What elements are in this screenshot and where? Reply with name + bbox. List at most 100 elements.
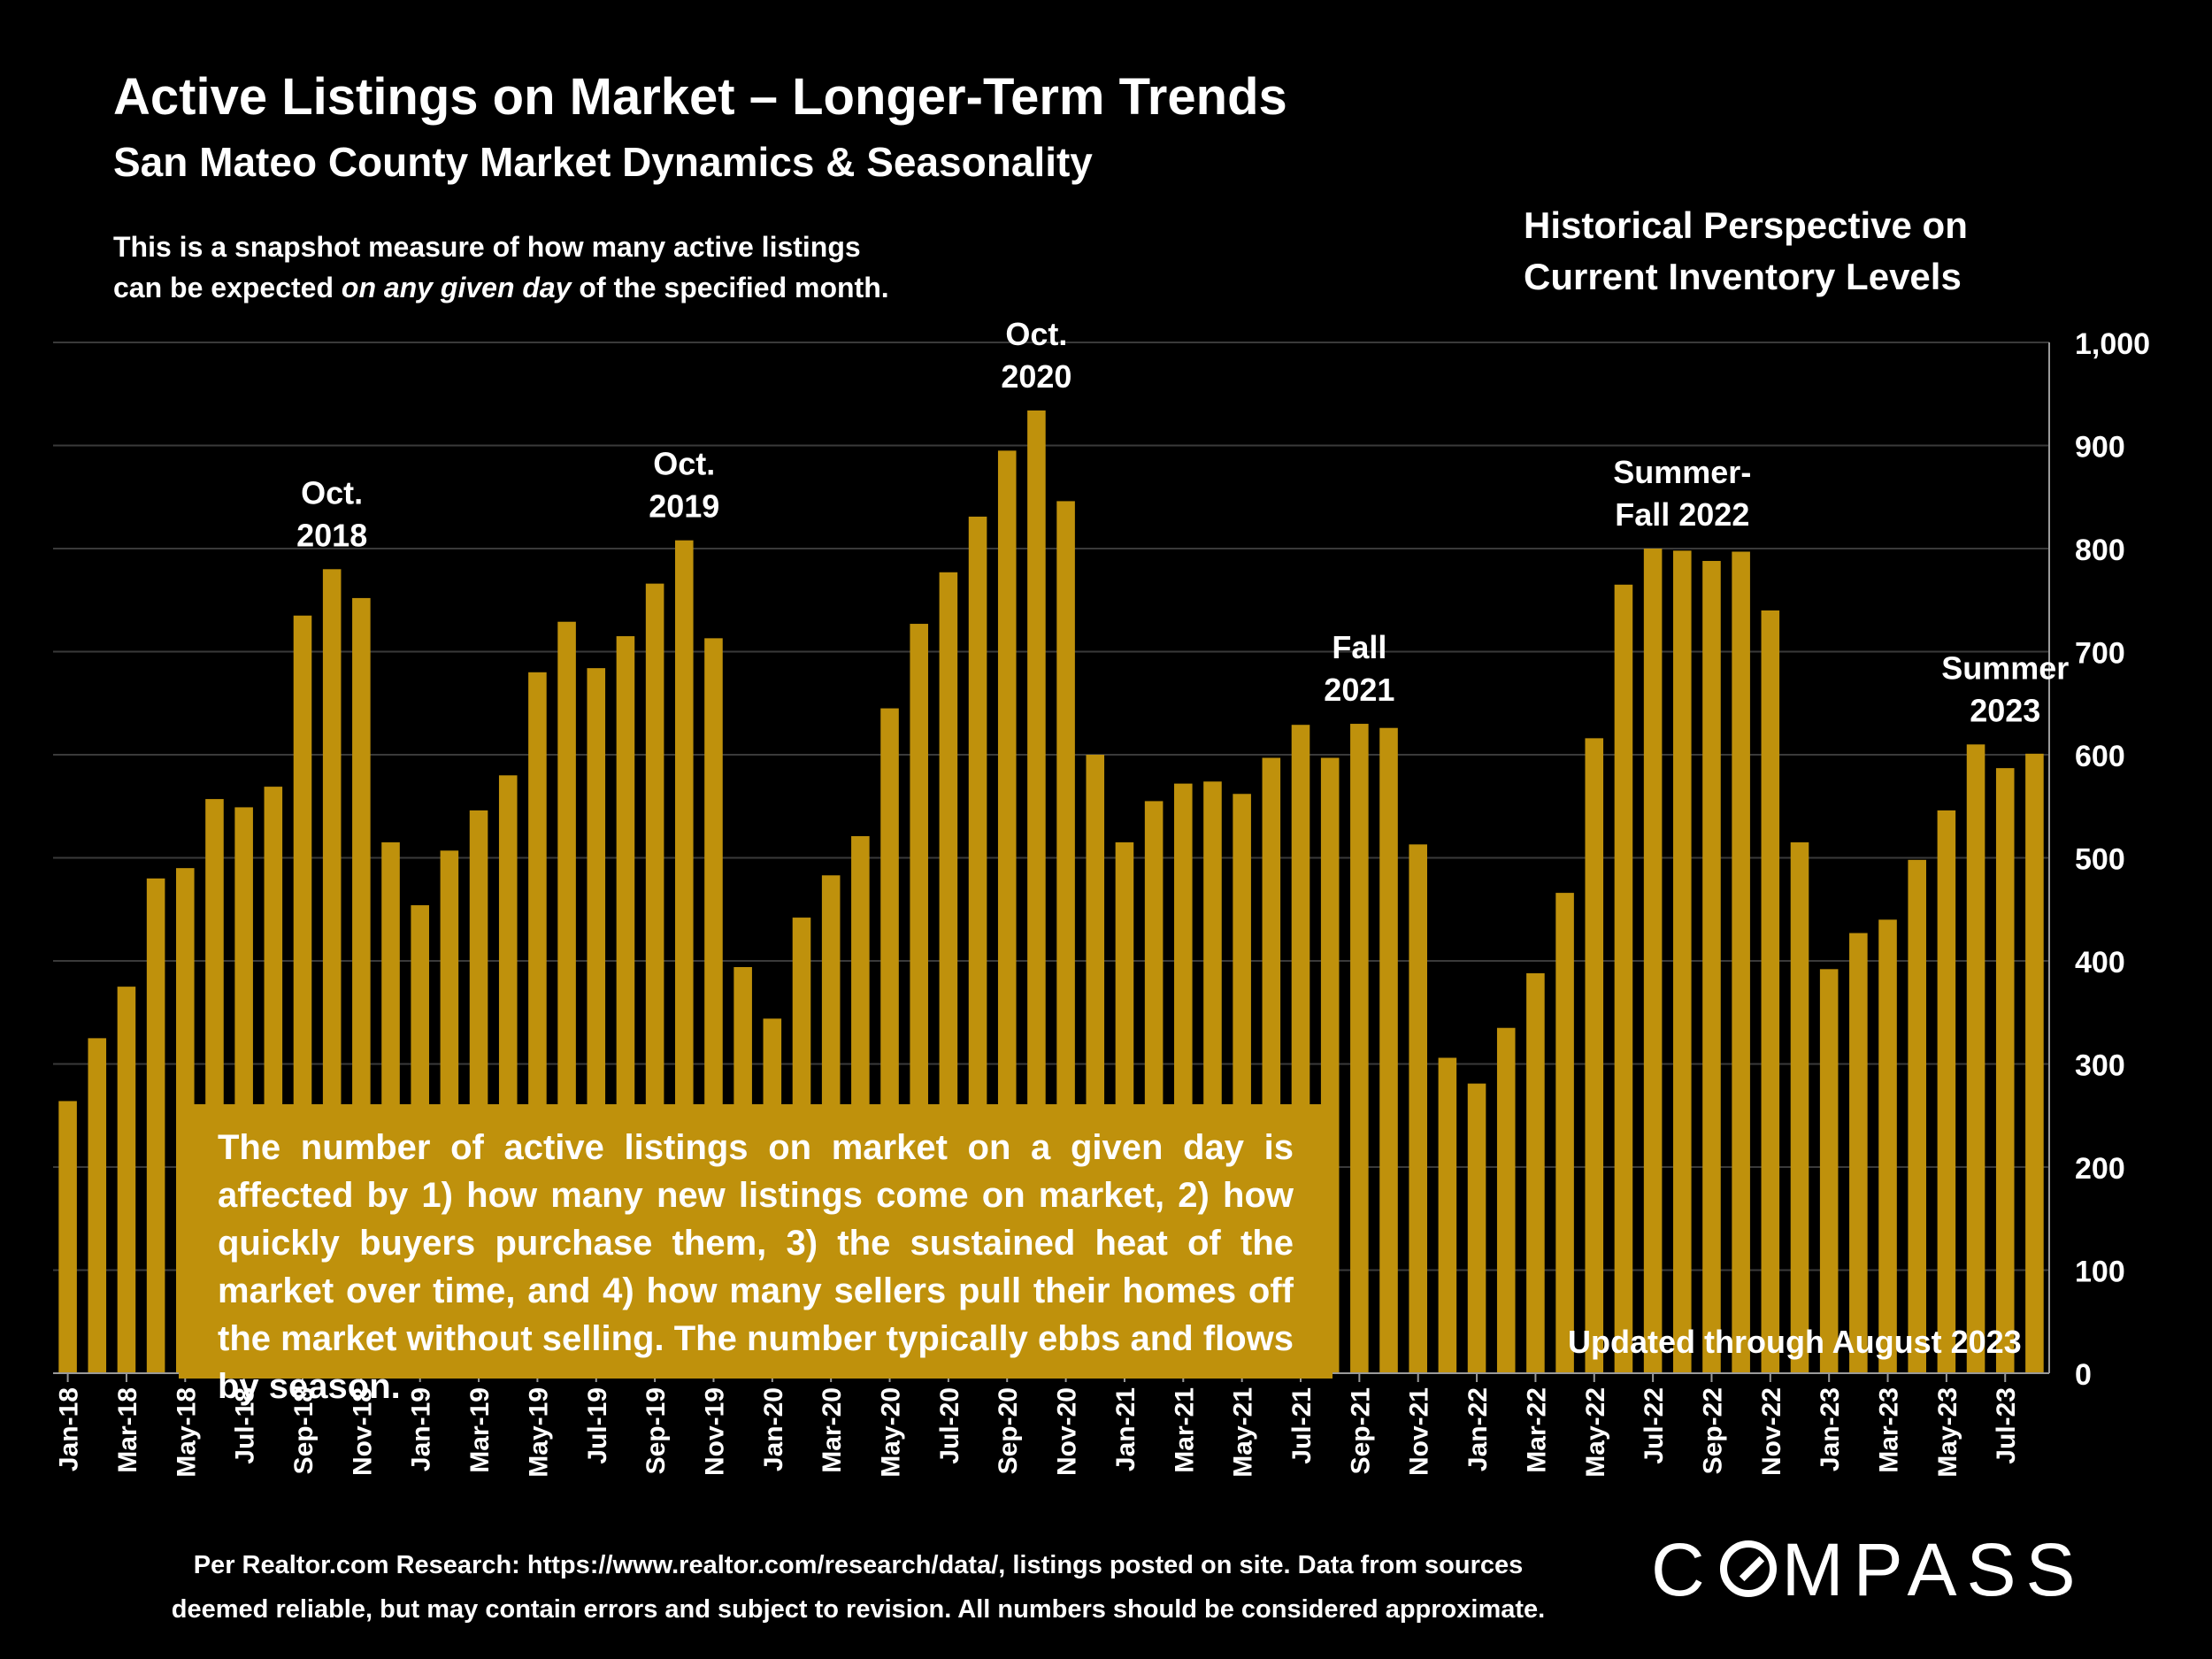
x-tick-label: Mar-21	[1170, 1387, 1199, 1473]
note-text: of the specified month.	[571, 272, 889, 303]
x-tick-label: May-22	[1581, 1387, 1610, 1478]
annotation-label: Oct.	[1005, 316, 1067, 352]
source-footer: Per Realtor.com Research: https://www.re…	[133, 1543, 1584, 1632]
x-tick-label: Jan-20	[759, 1387, 788, 1471]
bar-Jun-22	[1614, 584, 1633, 1373]
logo-text: C	[1651, 1528, 1715, 1611]
y-tick-label: 500	[2075, 843, 2125, 877]
x-tick-label: Jul-19	[583, 1387, 612, 1464]
x-tick-label: Mar-18	[113, 1387, 142, 1473]
x-tick-label: May-19	[524, 1387, 553, 1478]
bar-Jul-22	[1643, 549, 1663, 1373]
footer-line-2: deemed reliable, but may contain errors …	[171, 1595, 1546, 1624]
bar-Mar-23	[1878, 919, 1897, 1373]
bar-Feb-18	[88, 1038, 107, 1373]
y-tick-label: 1,000	[2075, 327, 2150, 361]
bar-Apr-18	[146, 878, 165, 1373]
x-tick-label: Jul-20	[935, 1387, 964, 1464]
bar-Jan-22	[1467, 1083, 1486, 1373]
perspective-heading: Historical Perspective on Current Invent…	[1524, 200, 2019, 303]
bar-Jan-23	[1819, 969, 1839, 1373]
x-tick-label: Jul-21	[1287, 1387, 1317, 1464]
perspective-line-1: Historical Perspective on	[1524, 204, 1968, 246]
bar-May-23	[1937, 810, 1956, 1373]
footer-line-1: Per Realtor.com Research: https://www.re…	[193, 1551, 1524, 1579]
x-tick-label: Sep-18	[289, 1387, 319, 1474]
note-emphasis: on any given day	[341, 272, 572, 303]
annotation-label: Summer-	[1613, 454, 1751, 490]
bar-Sep-22	[1702, 560, 1721, 1373]
bar-Apr-23	[1908, 859, 1926, 1373]
x-tick-label: Jan-22	[1463, 1387, 1493, 1471]
y-tick-label: 200	[2075, 1152, 2125, 1186]
x-tick-label: Nov-18	[348, 1387, 377, 1476]
annotation-label: Oct.	[653, 446, 715, 482]
compass-o-icon	[1719, 1540, 1777, 1597]
annotation-label: 2020	[1001, 358, 1071, 395]
bar-Jan-18	[58, 1101, 77, 1373]
compass-logo: C MPASS	[1651, 1527, 2085, 1613]
annotation-label: 2023	[1970, 692, 2040, 728]
annotation-label: 2019	[649, 488, 719, 525]
y-tick-label: 600	[2075, 740, 2125, 773]
x-tick-label: May-20	[877, 1387, 906, 1478]
x-tick-label: Jul-23	[1992, 1387, 2021, 1464]
annotation-label: Summer	[1941, 649, 2069, 686]
x-tick-label: May-18	[172, 1387, 201, 1478]
bar-Sep-21	[1350, 724, 1369, 1373]
chart-note: This is a snapshot measure of how many a…	[113, 227, 998, 308]
y-tick-label: 100	[2075, 1256, 2125, 1289]
bar-Feb-22	[1496, 1027, 1516, 1373]
x-tick-label: Nov-22	[1757, 1387, 1786, 1476]
x-tick-label: Mar-20	[818, 1387, 847, 1473]
bar-Oct-22	[1732, 551, 1750, 1373]
bar-Feb-23	[1849, 933, 1868, 1373]
annotation-label: Fall 2022	[1615, 496, 1749, 533]
x-tick-label: Nov-20	[1053, 1387, 1082, 1476]
y-tick-label: 700	[2075, 637, 2125, 671]
bar-Nov-22	[1761, 610, 1780, 1373]
x-tick-label: Jan-19	[407, 1387, 436, 1471]
note-line-1: This is a snapshot measure of how many a…	[113, 231, 861, 263]
bar-Aug-23	[2025, 753, 2044, 1373]
x-tick-label: Mar-23	[1875, 1387, 1904, 1473]
axes: 0 100 200 300 400 500 600 700 800 900 1,000 Jan-18 M…	[53, 327, 2150, 1478]
annotations: Oct. 2018 Oct. 2019 Oct. 2020 Fall 2021 Summer- F…	[296, 316, 2069, 728]
annotation-label: 2018	[296, 517, 367, 553]
bar-Mar-22	[1526, 972, 1545, 1373]
updated-note: Updated through August 2023	[1568, 1324, 2022, 1360]
explanation-callout: The number of active listings on market …	[179, 1104, 1333, 1406]
chart-subtitle: San Mateo County Market Dynamics & Seaso…	[113, 139, 1093, 185]
chart-title: Active Listings on Market – Longer-Term …	[113, 68, 1287, 126]
annotation-label: Fall	[1332, 629, 1386, 665]
x-tick-label: Jan-23	[1816, 1387, 1845, 1471]
bar-Jul-23	[1995, 768, 2015, 1373]
bar-May-22	[1585, 738, 1604, 1373]
x-tick-label: Jan-21	[1111, 1387, 1141, 1471]
bar-Oct-21	[1379, 727, 1398, 1373]
bar-Nov-21	[1409, 844, 1427, 1373]
x-tick-label: Sep-22	[1698, 1387, 1727, 1474]
bar-Aug-22	[1673, 550, 1692, 1373]
x-tick-label: Sep-20	[994, 1387, 1023, 1474]
x-tick-label: May-23	[1933, 1387, 1962, 1478]
x-tick-label: Mar-22	[1522, 1387, 1551, 1473]
x-tick-label: Jul-18	[231, 1387, 260, 1464]
bar-Mar-18	[117, 987, 136, 1373]
y-tick-label: 0	[2075, 1358, 2092, 1392]
x-tick-label: Sep-21	[1346, 1387, 1375, 1474]
y-tick-label: 400	[2075, 946, 2125, 979]
x-tick-label: Sep-19	[641, 1387, 671, 1474]
note-text: can be expected	[113, 272, 342, 303]
x-tick-label: Nov-19	[700, 1387, 729, 1476]
x-tick-label: Mar-19	[465, 1387, 495, 1473]
callout-text: The number of active listings on market …	[218, 1128, 1294, 1406]
logo-text: MPASS	[1781, 1528, 2085, 1611]
y-tick-label: 300	[2075, 1049, 2125, 1083]
bar-Dec-22	[1790, 842, 1809, 1373]
y-tick-label: 900	[2075, 431, 2125, 465]
y-tick-label: 800	[2075, 534, 2125, 567]
annotation-label: Oct.	[301, 474, 363, 511]
bar-Jun-23	[1966, 744, 1985, 1373]
x-tick-label: May-21	[1229, 1387, 1258, 1478]
